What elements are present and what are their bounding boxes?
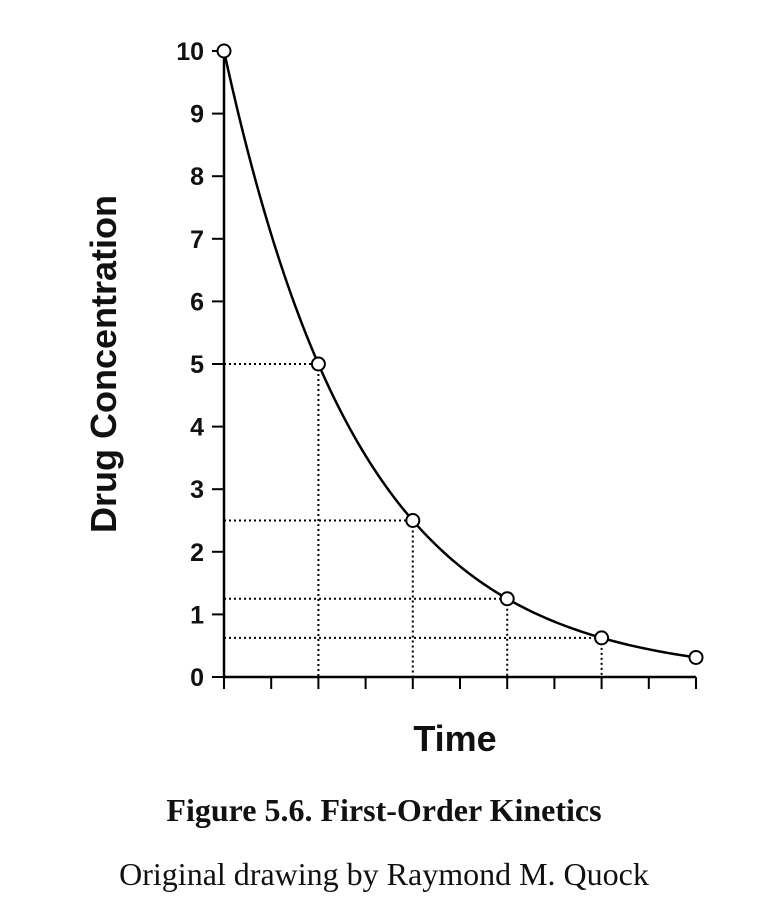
y-tick-label: 5 [190, 351, 204, 379]
data-point [216, 43, 232, 59]
x-axis-label: Time [413, 718, 496, 759]
y-tick-label: 2 [190, 539, 204, 567]
decay-curve [222, 50, 697, 659]
figure-credit: Original drawing by Raymond M. Quock [119, 856, 649, 892]
data-point [594, 630, 610, 646]
y-axis-label: Drug Concentration [83, 195, 124, 533]
y-tick-label: 9 [190, 101, 204, 129]
figure-title: Figure 5.6. First-Order Kinetics [166, 792, 602, 828]
data-point [688, 649, 704, 665]
chart: Drug Concentration Time 0 1 2 3 4 5 6 7 8 9 10 [83, 38, 704, 759]
y-tick-label: 8 [190, 163, 204, 191]
y-tick-label: 1 [190, 601, 204, 629]
y-tick-label: 0 [190, 664, 204, 692]
y-tick-label: 7 [190, 226, 204, 254]
data-point [499, 591, 515, 607]
y-tick-label: 3 [190, 476, 204, 504]
y-tick-label: 10 [176, 38, 204, 66]
data-point [310, 356, 326, 372]
y-tick-label: 4 [190, 414, 204, 442]
data-point [405, 513, 421, 528]
y-tick-label: 6 [190, 288, 204, 316]
